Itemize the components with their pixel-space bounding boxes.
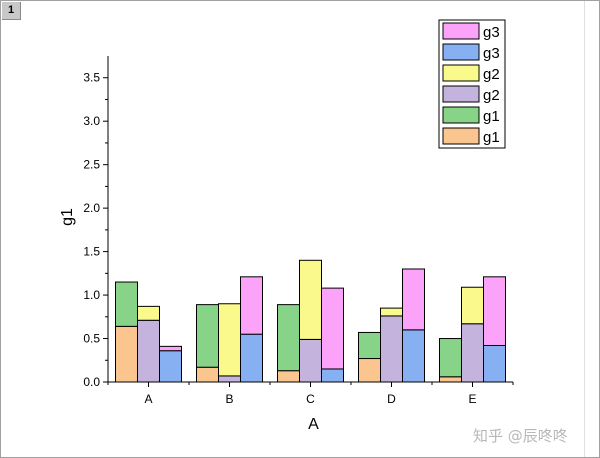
bar-segment	[483, 344, 506, 383]
bar-segment	[380, 315, 403, 383]
bar-segment	[159, 350, 182, 383]
y-tick-label: 3.5	[83, 71, 100, 85]
bar-segment	[137, 305, 160, 321]
bar-segment	[196, 304, 219, 368]
y-axis-title: g1	[59, 208, 76, 226]
bar-segment	[483, 276, 506, 346]
x-tick-label: E	[468, 392, 476, 406]
legend-box	[438, 19, 506, 149]
bar-segment	[277, 304, 300, 372]
bar-segment	[218, 303, 241, 377]
bar-segment	[240, 333, 263, 383]
bar-segment	[321, 287, 344, 370]
legend-swatch	[442, 127, 480, 145]
legend-swatch	[442, 43, 480, 61]
page-edge-line	[584, 1, 585, 457]
legend-swatch	[442, 85, 480, 103]
y-tick-label: 3.0	[83, 114, 100, 128]
bar-segment	[439, 376, 462, 383]
bar-segment	[402, 268, 425, 331]
legend-label: g2	[483, 66, 500, 83]
y-tick-label: 1.0	[83, 288, 100, 302]
y-tick-label: 2.0	[83, 201, 100, 215]
bar-segment	[461, 286, 484, 325]
y-tick-label: 2.5	[83, 158, 100, 172]
bar-segment	[159, 345, 182, 352]
x-tick-label: B	[225, 392, 233, 406]
legend-swatch	[442, 22, 480, 40]
x-axis-title: A	[308, 416, 319, 433]
legend-swatch	[442, 106, 480, 124]
bar-segment	[196, 366, 219, 383]
watermark: 知乎 @辰咚咚	[473, 427, 568, 445]
bar-segment	[358, 358, 381, 383]
x-tick-label: D	[387, 392, 396, 406]
y-tick-label: 1.5	[83, 245, 100, 259]
bar-segment	[321, 368, 344, 383]
bar-segment	[115, 325, 138, 383]
bar-segment	[115, 281, 138, 327]
legend-label: g3	[483, 24, 500, 41]
bar-segment	[439, 338, 462, 378]
bar-segment	[299, 338, 322, 383]
legend-label: g1	[483, 129, 500, 146]
x-tick-label: C	[306, 392, 315, 406]
bar-segment	[402, 329, 425, 383]
bar-segment	[218, 375, 241, 383]
x-tick-label: A	[144, 392, 152, 406]
bar-segment	[380, 307, 403, 317]
legend-label: g1	[483, 108, 500, 125]
legend-label: g2	[483, 87, 500, 104]
layer-tab[interactable]: 1	[2, 2, 21, 20]
y-tick-label: 0.5	[83, 332, 100, 346]
y-tick-label: 0.0	[83, 375, 100, 389]
legend-swatch	[442, 64, 480, 82]
bar-segment	[240, 276, 263, 335]
bar-segment	[358, 331, 381, 360]
bar-segment	[277, 370, 300, 383]
bar-segment	[137, 319, 160, 383]
bar-segment	[461, 323, 484, 383]
legend-label: g3	[483, 45, 500, 62]
bar-segment	[299, 259, 322, 340]
